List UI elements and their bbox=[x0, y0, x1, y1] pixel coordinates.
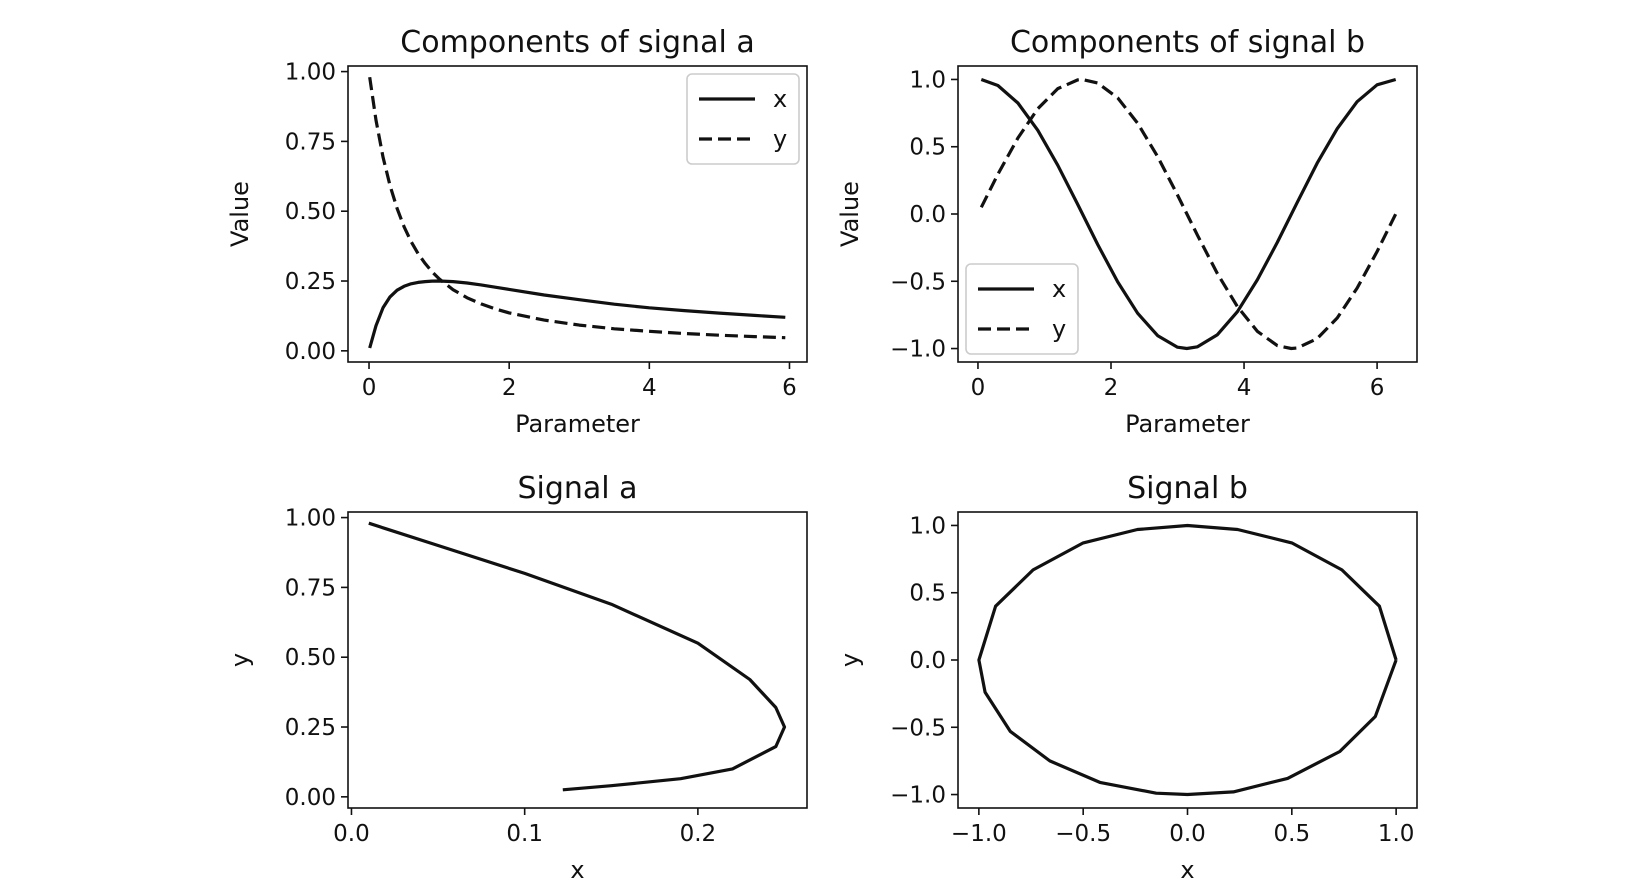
series-line bbox=[368, 521, 787, 792]
panel-signal-a: Signal a 0.0 0.1 0.2 0.00 0.25 0.50 0.75 1.00 x y bbox=[226, 471, 808, 884]
y-tick-label: 1.0 bbox=[909, 513, 946, 539]
series-line-y bbox=[368, 76, 786, 340]
legend: xy bbox=[686, 73, 800, 165]
y-axis-label: Value bbox=[226, 181, 254, 247]
series-line-x bbox=[980, 77, 1397, 351]
y-tick-label: 0.0 bbox=[909, 648, 946, 674]
x-tick-label: 0.0 bbox=[1169, 821, 1206, 847]
series-line-y bbox=[979, 77, 1398, 351]
x-tick-label: 0.5 bbox=[1274, 821, 1311, 847]
x-axis-label: Parameter bbox=[1125, 410, 1250, 438]
x-tick-label: 0.1 bbox=[506, 821, 543, 847]
x-axis-label: x bbox=[1180, 856, 1194, 884]
axes-frame bbox=[347, 511, 808, 809]
y-tick-label: 0.5 bbox=[909, 135, 946, 161]
legend-label-x: x bbox=[773, 85, 787, 113]
x-tick-label: 2 bbox=[502, 375, 517, 401]
x-tick-label: 6 bbox=[782, 375, 797, 401]
y-tick-label: 0.75 bbox=[285, 129, 336, 155]
x-tick-label: 2 bbox=[1104, 375, 1119, 401]
y-tick-label: −0.5 bbox=[890, 269, 946, 295]
x-tick-label: 1.0 bbox=[1378, 821, 1415, 847]
y-tick-label: 0.75 bbox=[285, 575, 336, 601]
x-tick-label: −1.0 bbox=[951, 821, 1007, 847]
y-axis-label: Value bbox=[836, 181, 864, 247]
panel-components-of-signal-b: Components of signal b 0 2 4 6 −1.0 −0.5 0.0 0.5… bbox=[836, 25, 1418, 438]
y-tick-label: 0.25 bbox=[285, 715, 336, 741]
series-line bbox=[977, 523, 1398, 797]
y-tick-label: 1.00 bbox=[285, 506, 336, 532]
y-tick-label: −0.5 bbox=[890, 715, 946, 741]
y-tick-label: −1.0 bbox=[890, 337, 946, 363]
legend-label-y: y bbox=[1052, 315, 1066, 343]
y-tick-label: 0.50 bbox=[285, 199, 336, 225]
y-tick-label: 0.5 bbox=[909, 581, 946, 607]
x-tick-label: 0.2 bbox=[680, 821, 717, 847]
panel-signal-b: Signal b −1.0 −0.5 0.0 0.5 1.0 −1.0 −0.5 0.0 0.5 1… bbox=[836, 471, 1418, 884]
legend-box bbox=[965, 263, 1079, 355]
y-tick-label: −1.0 bbox=[890, 783, 946, 809]
axes-frame bbox=[957, 511, 1418, 809]
chart-title: Components of signal a bbox=[400, 25, 754, 60]
y-tick-label: 0.0 bbox=[909, 202, 946, 228]
y-axis-label: y bbox=[226, 653, 254, 667]
chart-title: Signal a bbox=[517, 471, 637, 506]
x-tick-label: 6 bbox=[1370, 375, 1385, 401]
x-tick-label: 0 bbox=[971, 375, 986, 401]
chart-title: Components of signal b bbox=[1010, 25, 1365, 60]
series-line-x bbox=[368, 279, 786, 349]
y-axis-label: y bbox=[836, 653, 864, 667]
y-tick-label: 0.00 bbox=[285, 785, 336, 811]
x-tick-label: −0.5 bbox=[1055, 821, 1111, 847]
x-tick-label: 4 bbox=[642, 375, 657, 401]
y-tick-label: 1.00 bbox=[285, 60, 336, 86]
panel-components-of-signal-a: Components of signal a 0 2 4 6 0.00 0.25 0.50 0.… bbox=[226, 25, 808, 438]
y-tick-label: 0.50 bbox=[285, 645, 336, 671]
x-tick-label: 0.0 bbox=[333, 821, 370, 847]
y-tick-label: 1.0 bbox=[909, 67, 946, 93]
y-tick-label: 0.25 bbox=[285, 269, 336, 295]
x-tick-label: 0 bbox=[362, 375, 377, 401]
axes-frame bbox=[347, 65, 808, 363]
y-tick-label: 0.00 bbox=[285, 339, 336, 365]
legend-label-y: y bbox=[773, 125, 787, 153]
legend-box bbox=[686, 73, 800, 165]
chart-title: Signal b bbox=[1127, 471, 1248, 506]
legend: xy bbox=[965, 263, 1079, 355]
legend-label-x: x bbox=[1052, 275, 1066, 303]
x-axis-label: x bbox=[570, 856, 584, 884]
x-axis-label: Parameter bbox=[515, 410, 640, 438]
x-tick-label: 4 bbox=[1237, 375, 1252, 401]
